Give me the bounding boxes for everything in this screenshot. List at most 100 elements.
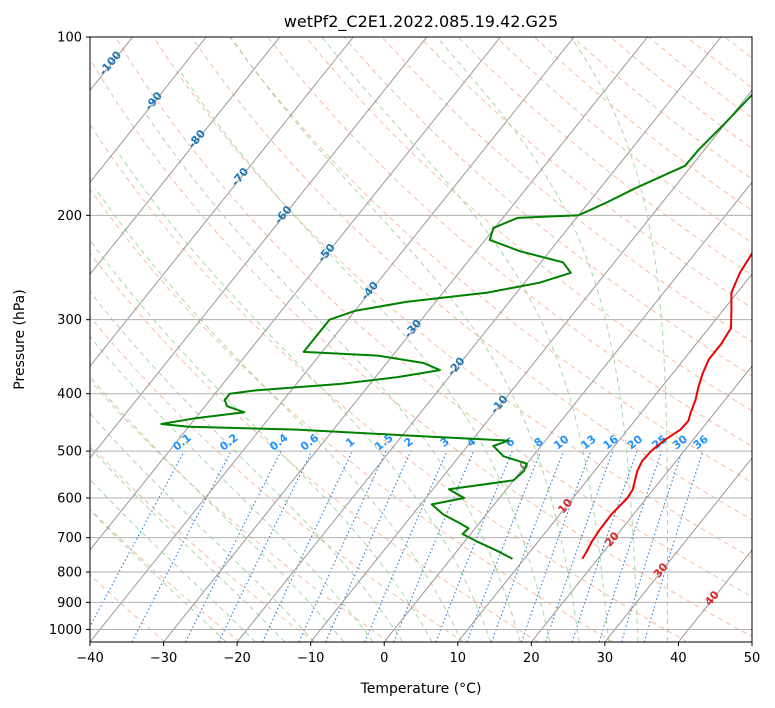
mixing-ratio-line (466, 450, 542, 642)
dry-adiabat (90, 123, 688, 642)
y-tick-label: 400 (57, 387, 82, 402)
y-tick-label: 100 (57, 31, 82, 46)
dry-adiabat (90, 188, 613, 642)
isotherm-line (457, 273, 752, 642)
moist-adiabat (115, 149, 492, 642)
dewpoint-profile (160, 93, 752, 560)
moist-adiabat (436, 37, 639, 642)
background-lines (90, 37, 775, 642)
moist-adiabat (90, 509, 227, 642)
x-tick-label: 40 (670, 651, 687, 666)
mixing-ratio-line (491, 450, 565, 642)
moist-adiabat (321, 37, 610, 642)
isotherm-line (530, 365, 752, 642)
dry-adiabat (457, 37, 752, 276)
isotherm-line (90, 37, 428, 459)
dry-adiabat (90, 315, 464, 642)
moist-adiabat (145, 113, 521, 642)
y-axis-title: Pressure (hPa) (12, 289, 28, 389)
y-tick-label: 300 (57, 313, 82, 328)
x-tick-label: 30 (597, 651, 614, 666)
x-tick-label: −40 (76, 651, 103, 666)
mixing-ratio-line (364, 450, 448, 642)
mixing-ratio-line (185, 450, 282, 642)
y-tick-label: 500 (57, 445, 82, 460)
dry-adiabat (115, 37, 752, 598)
isotherm-line (678, 549, 752, 642)
mixing-ratio-label: 10 (551, 432, 571, 452)
dry-adiabat (763, 37, 775, 642)
y-tick-label: 200 (57, 209, 82, 224)
isotherm-line (236, 37, 722, 642)
isotherm-line (751, 641, 752, 642)
dry-adiabat (90, 508, 241, 642)
mixing-ratio-label: 36 (691, 432, 711, 452)
dry-adiabat (90, 573, 166, 642)
moist-adiabat (90, 412, 315, 642)
isotherm-line (90, 37, 575, 642)
dry-adiabat (90, 379, 390, 642)
mixing-ratio-label: 0.1 (170, 431, 193, 453)
dry-adiabat (90, 443, 315, 642)
moist-adiabat (94, 187, 462, 642)
dry-adiabat (343, 37, 752, 377)
x-tick-label: 0 (380, 651, 388, 666)
y-tick-label: 1000 (49, 623, 82, 638)
dry-adiabat (267, 37, 752, 447)
moist-adiabat (90, 290, 404, 642)
mixing-ratio-line (545, 450, 614, 642)
y-tick-label: 900 (57, 596, 82, 611)
line-labels: 0.1 0.2 0.4 0.6 1 1.5 2 3 4 6 8 10 13 16 20 25 30 36-100-… (96, 48, 722, 608)
moist-adiabat (90, 478, 256, 642)
mixing-ratio-label: 1 (343, 435, 357, 450)
moist-adiabat (570, 37, 668, 642)
mixing-ratio-line (218, 450, 313, 642)
isotherm-line (604, 457, 752, 642)
mixing-ratio-label: 0.2 (217, 431, 240, 453)
x-tick-label: −20 (223, 651, 250, 666)
isotherm-line (310, 89, 752, 642)
dry-adiabat (90, 58, 752, 638)
isotherm-line (0, 37, 59, 642)
chart-title: wetPf2_C2E1.2022.085.19.42.G25 (284, 12, 558, 32)
dry-adiabat (571, 37, 752, 180)
isotherm-line (90, 37, 281, 276)
mixing-ratio-label: 2 (402, 435, 416, 450)
mixing-ratio-line (621, 450, 683, 642)
x-tick-label: 50 (744, 651, 761, 666)
dry-adiabat (610, 37, 752, 149)
axes: −40 −30 −20 −10 0 10 20 30 40 50 100 200 300 400 500 60… (49, 31, 760, 667)
y-tick-label: 600 (57, 492, 82, 507)
plot-frame (89, 36, 753, 643)
mixing-ratio-label: 13 (579, 433, 599, 453)
isotherm-line (90, 37, 501, 551)
isotherm-line (163, 37, 648, 642)
dry-adiabat (533, 37, 752, 212)
x-tick-label: −10 (297, 651, 324, 666)
dry-adiabat (229, 37, 752, 484)
mixing-ratio-line (598, 450, 663, 642)
mixing-ratio-line (435, 450, 513, 642)
series-lines (160, 93, 752, 560)
moist-adiabat (90, 335, 374, 642)
y-tick-label: 800 (57, 566, 82, 581)
mixing-ratio-line (325, 450, 412, 642)
dry-adiabat (191, 37, 752, 521)
x-tick-label: 20 (523, 651, 540, 666)
y-tick-label: 700 (57, 531, 82, 546)
isotherm-line (90, 37, 207, 184)
dry-adiabat (724, 37, 752, 59)
x-tick-label: 10 (450, 651, 467, 666)
isotherm-line (383, 181, 752, 642)
x-tick-label: −30 (150, 651, 177, 666)
mixing-ratio-label: 0.4 (267, 431, 291, 453)
moist-adiabat (180, 72, 551, 642)
x-axis-title: Temperature (°C) (360, 681, 482, 697)
dry-adiabat (90, 252, 539, 642)
grid-lines (0, 37, 752, 642)
mixing-ratio-line (520, 450, 592, 642)
mixing-ratio-line (571, 450, 638, 642)
mixing-ratio-label: 20 (625, 432, 645, 452)
moist-adiabat (90, 446, 286, 642)
